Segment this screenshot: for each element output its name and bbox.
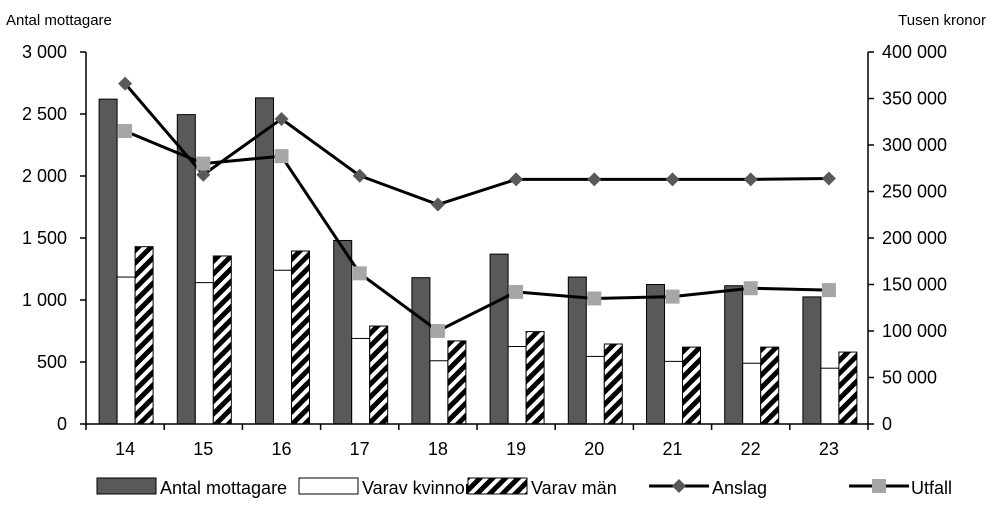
point-square-22 bbox=[743, 281, 758, 296]
left-tick-label: 3 000 bbox=[22, 42, 67, 62]
point-diamond-17 bbox=[352, 168, 367, 183]
point-square-17 bbox=[352, 266, 367, 281]
point-square-21 bbox=[665, 289, 680, 304]
point-square-20 bbox=[587, 291, 602, 306]
x-tick-label: 16 bbox=[271, 439, 291, 459]
bar-outline-16 bbox=[273, 269, 292, 425]
legend-label: Utfall bbox=[911, 478, 952, 498]
axes-layer: 0 500 1 000 1 500 2 000 2 500 3 000 0 50 000 100 … bbox=[22, 42, 947, 459]
legend-label: Varav kvinnor bbox=[362, 478, 471, 498]
point-diamond-19 bbox=[509, 172, 524, 187]
left-tick-label: 2 500 bbox=[22, 104, 67, 124]
x-tick-label: 22 bbox=[741, 439, 761, 459]
bar-solid-22 bbox=[724, 285, 744, 425]
bars-layer bbox=[98, 97, 858, 425]
lines-layer bbox=[118, 76, 836, 338]
legend-swatch-hatched bbox=[467, 477, 528, 495]
right-tick-label: 0 bbox=[882, 414, 892, 434]
x-tick-label: 14 bbox=[115, 439, 135, 459]
bar-outline-18 bbox=[429, 360, 449, 425]
bar-outline-17 bbox=[351, 337, 371, 425]
left-tick-label: 0 bbox=[57, 414, 67, 434]
x-tick-label: 20 bbox=[584, 439, 604, 459]
point-square-15 bbox=[196, 156, 211, 171]
bar-outline-23 bbox=[820, 367, 840, 425]
legend-swatch-solid bbox=[96, 477, 157, 495]
bar-solid-23 bbox=[802, 296, 822, 425]
bar-solid-20 bbox=[567, 276, 587, 425]
point-square-14 bbox=[118, 124, 133, 139]
point-square-16 bbox=[274, 149, 289, 164]
right-tick-label: 350 000 bbox=[882, 89, 947, 109]
bar-solid-16 bbox=[255, 97, 274, 425]
bar-hatched-15 bbox=[212, 255, 232, 425]
point-square-23 bbox=[821, 283, 836, 298]
x-tick-label: 15 bbox=[193, 439, 213, 459]
point-diamond-20 bbox=[587, 172, 602, 187]
bar-hatched-14 bbox=[134, 246, 154, 425]
point-diamond-21 bbox=[665, 172, 680, 187]
bar-hatched-23 bbox=[838, 351, 858, 425]
bar-hatched-16 bbox=[291, 250, 310, 425]
bar-hatched-20 bbox=[603, 343, 623, 425]
bar-hatched-21 bbox=[682, 346, 701, 425]
line-diamond bbox=[123, 82, 829, 207]
line-square bbox=[124, 129, 829, 333]
left-tick-label: 2 000 bbox=[22, 166, 67, 186]
point-diamond-18 bbox=[430, 197, 445, 212]
right-tick-label: 400 000 bbox=[882, 42, 947, 62]
right-tick-label: 200 000 bbox=[882, 228, 947, 248]
point-diamond-16 bbox=[274, 111, 289, 126]
bar-outline-15 bbox=[194, 282, 214, 425]
right-tick-label: 50 000 bbox=[882, 368, 937, 388]
bar-outline-22 bbox=[742, 362, 762, 425]
bar-outline-20 bbox=[585, 355, 605, 425]
legend-swatch-outline bbox=[298, 477, 359, 495]
legend-label: Antal mottagare bbox=[160, 478, 287, 498]
legend-label: Anslag bbox=[712, 478, 767, 498]
point-diamond-14 bbox=[118, 76, 133, 91]
left-tick-label: 500 bbox=[37, 352, 67, 372]
legend-marker-diamond bbox=[672, 479, 686, 493]
right-tick-label: 100 000 bbox=[882, 321, 947, 341]
right-axis-title: Tusen kronor bbox=[898, 12, 986, 29]
bar-solid-19 bbox=[489, 253, 509, 425]
point-diamond-22 bbox=[743, 172, 758, 187]
legend-label: Varav män bbox=[531, 478, 617, 498]
x-tick-label: 23 bbox=[819, 439, 839, 459]
right-tick-label: 150 000 bbox=[882, 275, 947, 295]
x-tick-label: 17 bbox=[350, 439, 370, 459]
bar-outline-19 bbox=[507, 346, 527, 425]
bar-hatched-19 bbox=[525, 331, 545, 425]
left-tick-label: 1 500 bbox=[22, 228, 67, 248]
left-axis-title: Antal mottagare bbox=[6, 12, 112, 29]
bar-solid-21 bbox=[646, 284, 665, 425]
point-diamond-15 bbox=[196, 167, 211, 182]
x-tick-label: 21 bbox=[662, 439, 682, 459]
point-diamond-23 bbox=[821, 171, 836, 186]
bar-hatched-18 bbox=[447, 340, 467, 425]
bar-hatched-22 bbox=[760, 346, 780, 425]
right-tick-label: 300 000 bbox=[882, 135, 947, 155]
right-tick-label: 250 000 bbox=[882, 182, 947, 202]
point-square-19 bbox=[509, 284, 524, 299]
x-tick-label: 18 bbox=[428, 439, 448, 459]
bar-solid-14 bbox=[98, 98, 118, 425]
bar-solid-18 bbox=[411, 277, 431, 425]
legend-marker-square bbox=[872, 479, 886, 493]
x-tick-label: 19 bbox=[506, 439, 526, 459]
left-tick-label: 1 000 bbox=[22, 290, 67, 310]
legend: Antal mottagare Varav kvinnor Varav män Ans… bbox=[96, 477, 952, 498]
bar-hatched-17 bbox=[369, 325, 389, 425]
bar-outline-21 bbox=[664, 360, 683, 425]
point-square-18 bbox=[430, 324, 445, 338]
bar-solid-17 bbox=[333, 239, 353, 425]
bar-outline-14 bbox=[116, 276, 136, 425]
